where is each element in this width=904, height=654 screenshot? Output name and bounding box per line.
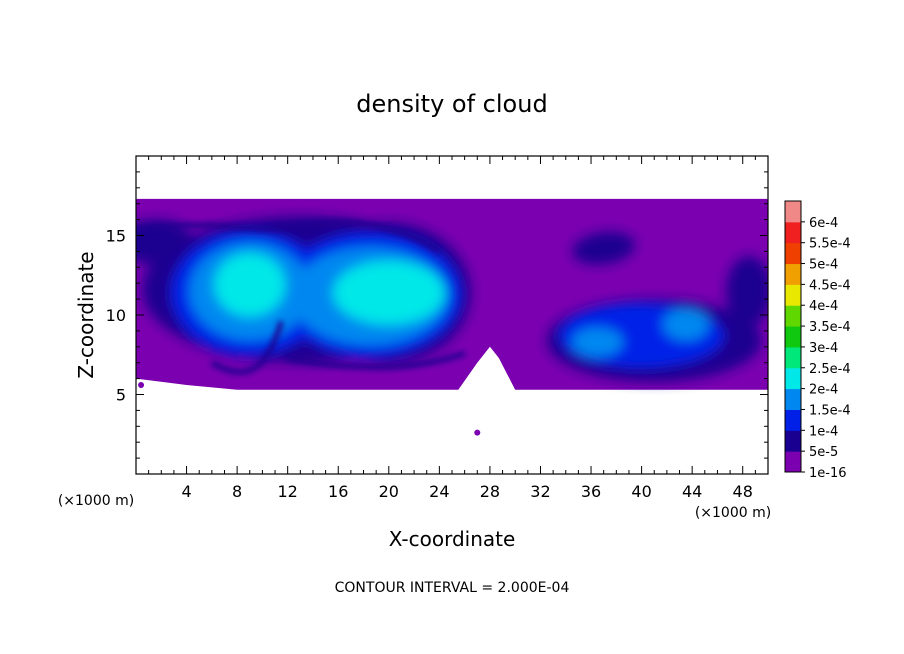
colorbar-label: 3e-4 <box>809 341 838 356</box>
density-structures <box>136 216 768 382</box>
density-contour <box>333 260 445 325</box>
y-tick-labels: 5 10 15 <box>106 227 126 405</box>
colorbar-label: 3.5e-4 <box>809 320 851 335</box>
colorbar-label: 1e-16 <box>809 466 847 481</box>
y-tick-label: 15 <box>106 227 126 246</box>
x-tick-label: 36 <box>581 482 601 501</box>
colorbar-swatch <box>785 326 801 348</box>
colorbar-swatch <box>785 346 801 369</box>
density-contour <box>572 327 623 357</box>
x-tick-label: 4 <box>181 482 191 501</box>
y-axis-label: Z-coordinate <box>74 251 98 378</box>
axis-ticks <box>136 156 768 474</box>
x-tick-label: 24 <box>429 482 449 501</box>
x-tick-label: 20 <box>379 482 399 501</box>
density-field <box>136 198 768 436</box>
colorbar-label: 2.5e-4 <box>809 362 851 377</box>
colorbar-label: 4.5e-4 <box>809 278 851 293</box>
density-contour <box>214 252 286 317</box>
x-tick-label: 16 <box>328 482 348 501</box>
colorbar-swatch <box>785 221 801 244</box>
y-tick-label: 5 <box>116 386 126 405</box>
cloud-blob <box>138 381 145 388</box>
colorbar-swatch <box>785 409 801 431</box>
x-tick-label: 8 <box>232 482 242 501</box>
colorbar-swatch <box>785 201 801 223</box>
density-edge <box>210 320 284 375</box>
density-edge <box>287 350 466 370</box>
colorbar-swatch <box>785 284 801 306</box>
colorbar-frame <box>784 200 802 473</box>
colorbar-label: 1e-4 <box>809 424 838 439</box>
x-tick-label: 12 <box>278 482 298 501</box>
y-unit-label: (×1000 m) <box>58 493 134 509</box>
colorbar-swatch <box>785 388 801 410</box>
colorbar-swatch <box>785 242 801 265</box>
colorbar-label: 6e-4 <box>809 216 838 231</box>
colorbar-label: 1.5e-4 <box>809 403 851 418</box>
density-edges <box>139 219 466 375</box>
contour-interval-note: CONTOUR INTERVAL = 2.000E-04 <box>335 580 570 596</box>
x-axis-label: X-coordinate <box>389 527 516 551</box>
density-contour <box>726 256 768 327</box>
colorbar-swatch <box>785 305 801 327</box>
colorbar-swatch <box>785 263 801 285</box>
x-tick-labels: 4 8 12 16 20 24 28 32 36 40 44 48 <box>181 482 752 501</box>
colorbar: 1e-16 5e-5 1e-4 1.5e-4 2e-4 2.5e-4 3e-4 3.5e-4 4… <box>784 200 851 481</box>
colorbar-swatch <box>785 367 801 390</box>
colorbar-swatch <box>785 430 801 452</box>
plot-area <box>136 198 768 436</box>
y-tick-label: 10 <box>106 306 126 325</box>
x-tick-label: 28 <box>480 482 500 501</box>
density-edge <box>139 219 441 254</box>
x-tick-label: 32 <box>530 482 550 501</box>
x-tick-label: 44 <box>682 482 702 501</box>
colorbar-swatch <box>785 451 801 473</box>
density-contour <box>572 231 636 265</box>
x-tick-label: 40 <box>631 482 651 501</box>
colorbar-label: 4e-4 <box>809 299 838 314</box>
colorbar-label: 2e-4 <box>809 383 838 398</box>
x-tick-label: 48 <box>733 482 753 501</box>
x-unit-label: (×1000 m) <box>695 505 771 521</box>
density-contour <box>663 308 709 341</box>
colorbar-label: 5e-4 <box>809 258 838 273</box>
colorbar-label: 5e-5 <box>809 445 838 460</box>
chart-title: density of cloud <box>356 90 547 118</box>
colorbar-label: 5.5e-4 <box>809 237 851 252</box>
cloud-blob <box>474 429 481 436</box>
